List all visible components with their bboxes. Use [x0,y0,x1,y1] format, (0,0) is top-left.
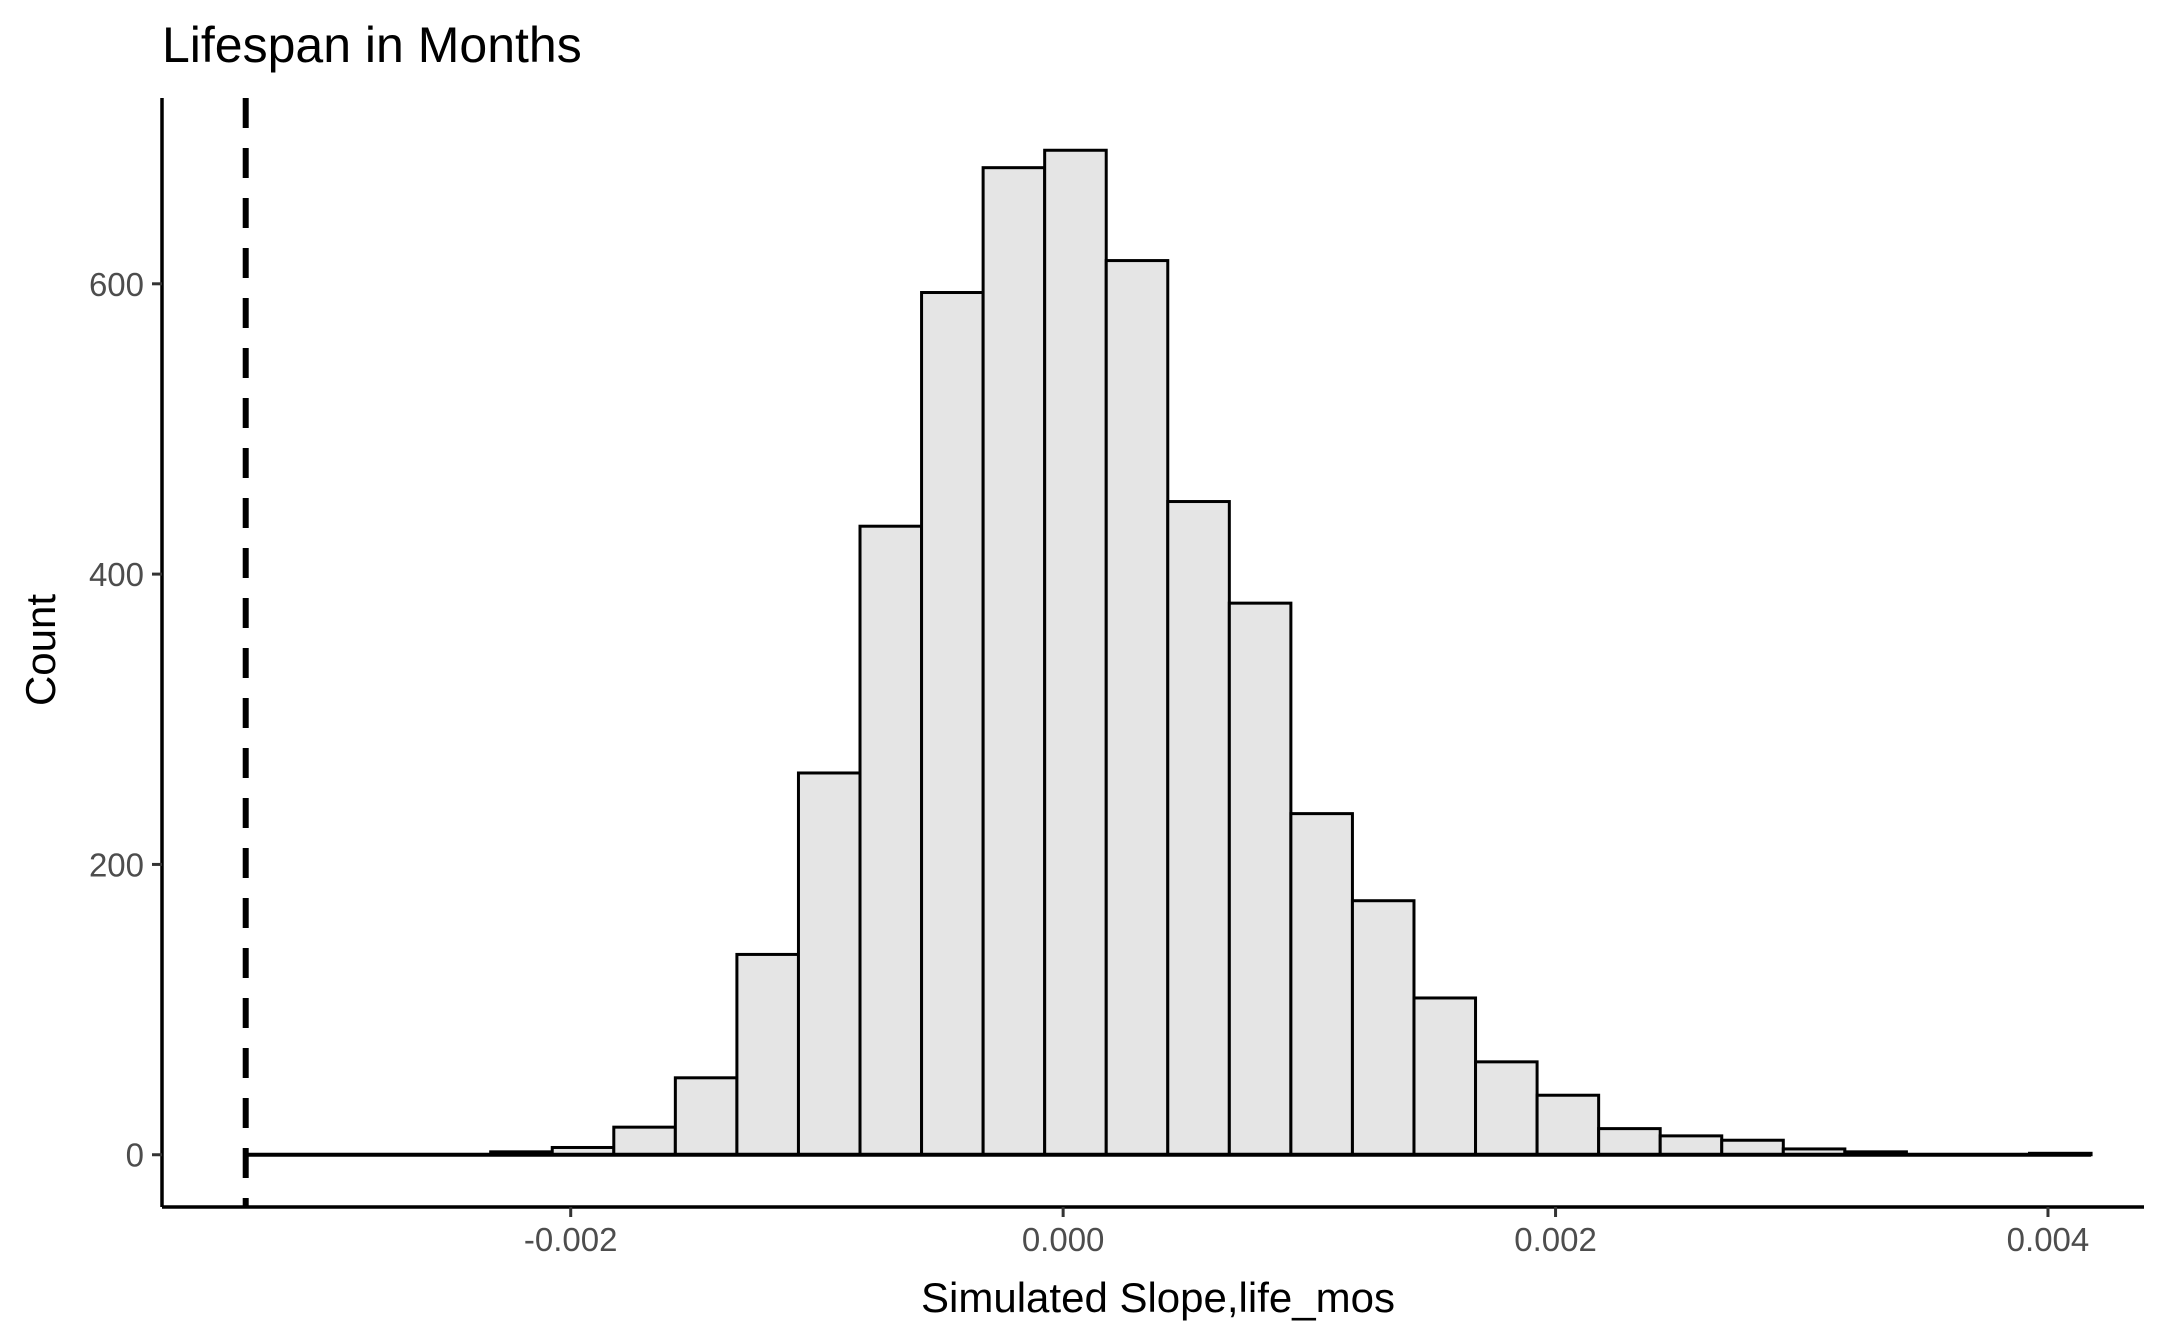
x-tick-label: -0.002 [524,1221,618,1258]
histogram-bar [1474,1060,1539,1157]
x-axis-title: Simulated Slope,life_mos [921,1274,1395,1321]
histogram-bar [1104,259,1170,1157]
y-tick-label: 200 [89,846,144,883]
chart-title: Lifespan in Months [162,17,582,73]
histogram-bar [796,771,862,1157]
histogram-bar [920,291,985,1157]
histogram-bar [1535,1093,1601,1157]
histogram-bar [735,952,800,1157]
histogram-bar [858,524,924,1157]
histogram-bar [673,1076,739,1157]
x-tick-label: 0.002 [1514,1221,1597,1258]
y-axis-ticks: 0 200 400 600 [89,266,162,1174]
y-tick-label: 0 [126,1137,144,1174]
histogram-bar [1658,1134,1724,1157]
histogram-bar [1289,812,1354,1157]
histogram-bar [981,166,1047,1157]
y-tick-label: 600 [89,266,144,303]
histogram-bar [1720,1138,1785,1157]
x-axis-ticks: -0.002 0.000 0.002 0.004 [524,1207,2089,1258]
histogram-bar [1597,1127,1662,1157]
histogram-bar [1227,601,1293,1157]
y-tick-label: 400 [89,556,144,593]
histogram-bar [1166,500,1231,1157]
histogram-bar [1043,148,1108,1157]
histogram-bar [1350,899,1416,1157]
x-tick-label: 0.004 [2007,1221,2090,1258]
x-tick-label: 0.000 [1022,1221,1105,1258]
histogram-bar [612,1125,677,1157]
bars-group [489,148,2093,1157]
y-axis-title: Count [17,594,64,706]
histogram-bar [1412,996,1478,1157]
